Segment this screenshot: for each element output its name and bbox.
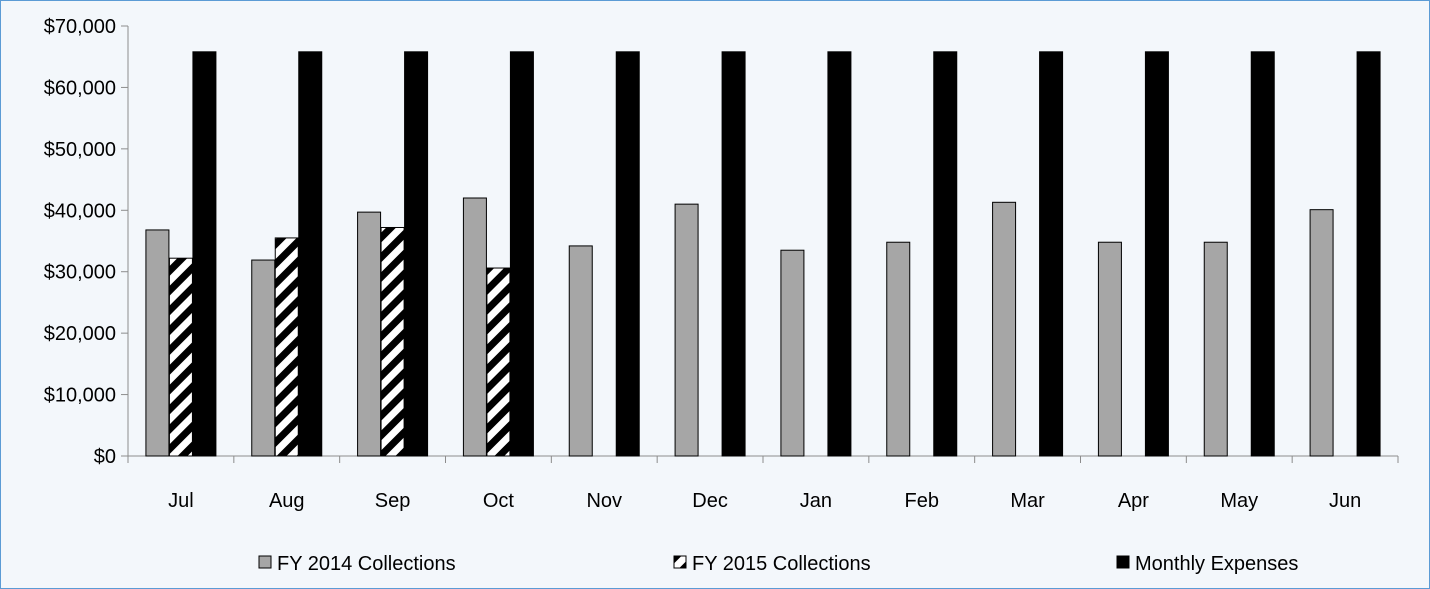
x-tick-label: Jun [1329,490,1361,512]
bar-fy-2015-collections-oct [486,267,511,457]
y-tick-label: $40,000 [44,200,116,222]
x-tick-label: Mar [1010,490,1045,512]
bar-fy-2014-collections-mar [992,201,1017,457]
bar-monthly-expenses-oct [509,51,534,457]
bar-monthly-expenses-mar [1039,51,1064,457]
legend: FY 2014 Collections FY 2015 Collections Mo… [258,553,1298,575]
legend-label: FY 2015 Collections [692,553,871,575]
x-tick-label: Nov [586,490,622,512]
y-tick-label: $50,000 [44,139,116,161]
bar-fy-2014-collections-nov [568,245,593,457]
y-tick-label: $0 [94,446,116,468]
x-tick-label: Dec [692,490,728,512]
bar-monthly-expenses-aug [298,51,323,457]
bar-monthly-expenses-apr [1144,51,1169,457]
bar-fy-2015-collections-jul [168,257,193,457]
x-tick-label: Jul [168,490,194,512]
bar-fy-2014-collections-jun [1309,209,1334,457]
x-tick-label: May [1220,490,1258,512]
legend-swatch [258,555,272,569]
bar-fy-2014-collections-sep [357,211,382,457]
bar-fy-2014-collections-aug [251,259,276,457]
bar-monthly-expenses-dec [721,51,746,457]
x-tick-label: Apr [1118,490,1149,512]
bar-monthly-expenses-nov [615,51,640,457]
x-tick-label: Jan [800,490,832,512]
bar-fy-2014-collections-jan [780,249,805,457]
x-tick-label: Feb [905,490,939,512]
y-tick-label: $70,000 [44,16,116,38]
bar-fy-2015-collections-aug [274,237,299,457]
x-tick-label: Sep [375,490,411,512]
bar-monthly-expenses-jun [1356,51,1381,457]
bar-monthly-expenses-jan [827,51,852,457]
plot-area: $0 $10,000 $20,000 $30,000 $40,000 $50,000 $60… [44,16,1399,512]
y-tick-label: $30,000 [44,262,116,284]
legend-swatch [673,555,687,569]
bar-fy-2014-collections-oct [462,197,487,457]
bar-fy-2014-collections-dec [674,203,699,457]
y-tick-label: $60,000 [44,77,116,99]
bar-monthly-expenses-may [1250,51,1275,457]
y-tick-label: $20,000 [44,323,116,345]
y-tick-label: $10,000 [44,385,116,407]
bar-fy-2014-collections-may [1203,241,1228,457]
bar-fy-2014-collections-apr [1097,241,1122,457]
bar-monthly-expenses-sep [404,51,429,457]
legend-swatch [1116,555,1130,569]
x-tick-label: Aug [269,490,305,512]
bar-fy-2014-collections-jul [145,229,170,457]
bar-monthly-expenses-feb [933,51,958,457]
bar-monthly-expenses-jul [192,51,217,457]
legend-label: Monthly Expenses [1135,553,1298,575]
x-tick-label: Oct [483,490,515,512]
bar-fy-2015-collections-sep [380,226,405,457]
legend-label: FY 2014 Collections [277,553,456,575]
bar-fy-2014-collections-feb [886,241,911,457]
